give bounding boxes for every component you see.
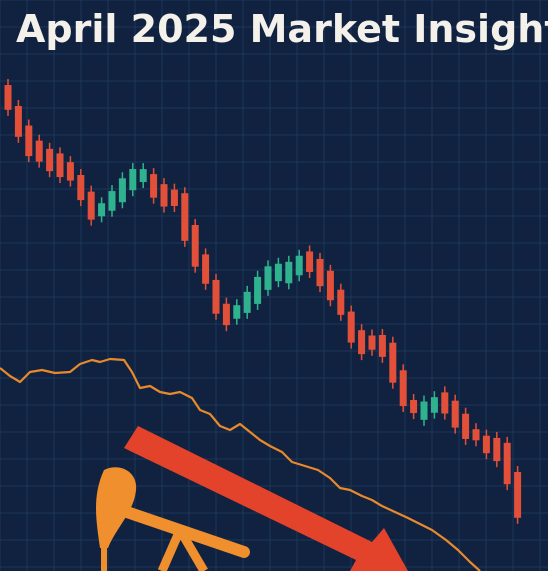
orange-trend-line — [0, 357, 481, 571]
candle-body — [368, 335, 376, 350]
candle-body — [493, 437, 501, 462]
candle-body — [514, 472, 522, 518]
candle-body — [420, 401, 428, 420]
candle-body — [316, 258, 324, 287]
candle-body — [389, 342, 397, 383]
candle-body — [222, 303, 230, 326]
candle-body — [46, 148, 54, 172]
candle-body — [472, 429, 480, 441]
candle-body — [430, 397, 438, 413]
candle-body — [451, 400, 459, 428]
candle-body — [66, 162, 74, 181]
candle-body — [482, 435, 490, 454]
candle-body — [306, 251, 314, 272]
candle-body — [503, 442, 511, 485]
candle-body — [285, 261, 293, 284]
candle-body — [254, 276, 262, 304]
candle-body — [243, 291, 251, 313]
candle-body — [170, 189, 178, 206]
candle-body — [378, 334, 386, 357]
candle-body — [326, 270, 334, 301]
candle-body — [56, 153, 64, 178]
red-down-arrow — [124, 426, 408, 571]
candle-body — [441, 392, 449, 414]
candle-body — [98, 203, 106, 217]
candle-body — [14, 105, 22, 137]
candle-body — [399, 370, 407, 407]
candle-body — [410, 400, 418, 414]
candle-body — [233, 305, 241, 319]
candle-body — [118, 178, 126, 203]
candle-body — [160, 184, 168, 207]
page-title: April 2025 Market Insight — [16, 7, 548, 51]
candle-body — [337, 289, 345, 315]
candle-body — [295, 255, 303, 276]
candle-body — [358, 330, 366, 355]
candle-body — [462, 413, 470, 439]
candle-body — [202, 254, 210, 284]
candle-body — [264, 266, 272, 290]
candle-body — [77, 175, 85, 201]
candle-body — [129, 168, 137, 191]
candle-body — [35, 140, 43, 162]
oil-pump-icon — [96, 467, 250, 571]
candlesticks — [4, 79, 522, 524]
candle-body — [212, 279, 220, 314]
candle-body — [150, 174, 158, 198]
candle-body — [191, 225, 199, 267]
candle-body — [25, 125, 33, 157]
candle-body — [274, 263, 282, 282]
candle-body — [108, 191, 116, 211]
candle-body — [181, 193, 189, 241]
candle-body — [87, 191, 95, 220]
candle-body — [347, 311, 355, 343]
candle-body — [4, 85, 12, 110]
candle-body — [139, 169, 147, 183]
